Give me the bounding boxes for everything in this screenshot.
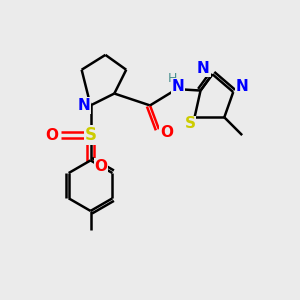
Text: O: O bbox=[160, 125, 173, 140]
Text: N: N bbox=[236, 79, 248, 94]
Text: O: O bbox=[94, 159, 107, 174]
Text: N: N bbox=[197, 61, 210, 76]
Text: S: S bbox=[85, 126, 97, 144]
Text: S: S bbox=[184, 116, 196, 131]
Text: N: N bbox=[78, 98, 90, 113]
Text: O: O bbox=[45, 128, 58, 142]
Text: N: N bbox=[172, 79, 184, 94]
Text: H: H bbox=[168, 72, 177, 85]
